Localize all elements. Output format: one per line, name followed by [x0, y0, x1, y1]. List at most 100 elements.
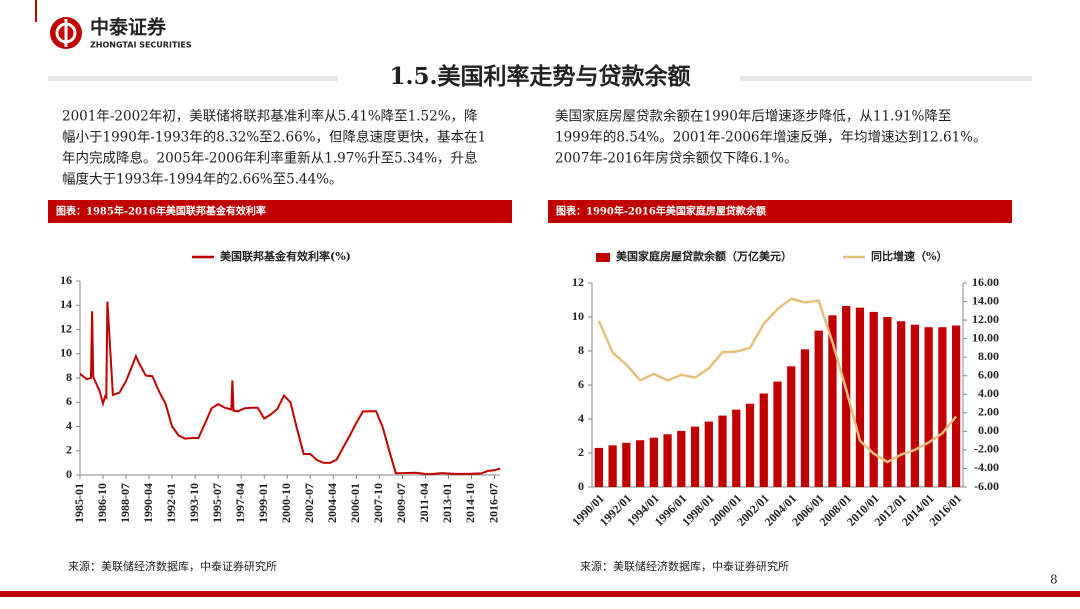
x-tick-label: 2014-10 [463, 483, 477, 523]
brand-en: ZHONGTAI SECURITIES [90, 41, 192, 50]
y-tick-label: 2 [66, 443, 72, 457]
bar [828, 315, 837, 487]
x-tick-label: 1995-07 [210, 483, 224, 523]
legend-label: 美国家庭房屋贷款余额（万亿美元） [616, 249, 792, 263]
y-tick-label: 0 [578, 479, 584, 493]
y2-tick-label: -6.00 [974, 479, 999, 493]
y-tick-label: 14 [60, 297, 72, 311]
paragraph-line: 美国家庭房屋贷款余额在1990年后增速逐步降低，从11.91%降至 [555, 108, 951, 125]
y-tick-label: 6 [66, 394, 72, 408]
caption: 图表：1990年-2016年美国家庭房屋贷款余额 [556, 205, 766, 218]
bar [773, 381, 782, 487]
y-tick-label: 2 [578, 445, 584, 459]
bar [842, 305, 851, 487]
caption: 图表：1985年-2016年美国联邦基金有效利率 [56, 205, 266, 218]
y2-tick-label: 8.00 [978, 349, 999, 363]
growth-line [597, 297, 958, 464]
x-tick-label: 2013-01 [440, 483, 454, 523]
bar [869, 311, 878, 487]
bar [649, 437, 658, 487]
title-rule [740, 76, 1032, 81]
y2-tick-label: -2.00 [974, 442, 999, 456]
y-tick-label: 8 [578, 343, 584, 357]
bar [924, 327, 933, 487]
bar [897, 321, 906, 487]
caption-bar [548, 200, 1012, 223]
x-tick-label: 2011-04 [417, 483, 431, 522]
paragraph-line: 2007年-2016年房贷余额仅下降6.1%。 [555, 150, 798, 167]
source: 来源：美联储经济数据库，中泰证券研究所 [580, 559, 789, 573]
y2-tick-label: 6.00 [978, 367, 999, 381]
bar [745, 403, 755, 487]
bar [883, 317, 892, 487]
footer-bar [0, 591, 1080, 597]
y-tick-label: 4 [578, 411, 584, 425]
x-tick-label: 1985-01 [72, 483, 86, 523]
x-tick-label: 2002-07 [302, 483, 316, 523]
bar [690, 426, 700, 487]
y-tick-label: 10 [60, 346, 72, 360]
y-tick-label: 12 [572, 275, 584, 289]
y-tick-label: 4 [66, 418, 72, 432]
paragraph-line: 幅度大于1993年-1994年的2.66%至5.44%。 [62, 172, 343, 188]
bar [732, 409, 741, 487]
bar [594, 447, 603, 487]
y2-tick-label: 4.00 [978, 386, 999, 400]
paragraph-line: 1999年的8.54%。2001年-2006年增速反弹，年均增速达到12.61%… [555, 130, 987, 146]
y2-tick-label: 16.00 [972, 275, 999, 289]
y-tick-label: 6 [578, 377, 584, 391]
y2-tick-label: 14.00 [972, 293, 999, 307]
x-tick-label: 1997-04 [233, 483, 247, 523]
bar [855, 307, 865, 487]
logo [50, 17, 82, 49]
y-tick-label: 10 [572, 309, 584, 323]
legend-swatch [596, 253, 610, 262]
paragraph-line: 年内完成降息。2005年-2006年利率重新从1.97%升至5.34%，升息 [62, 150, 478, 167]
title-rule [48, 76, 338, 81]
paragraph-line: 2001年-2002年初，美联储将联邦基准利率从5.41%降至1.52%，降 [62, 108, 478, 125]
y2-tick-label: 0.00 [978, 423, 999, 437]
bar [787, 366, 796, 487]
bar [952, 325, 961, 487]
slide-title: 1.5.美国利率走势与贷款余额 [389, 63, 690, 90]
bar [814, 330, 823, 487]
x-tick-label: 1986-10 [95, 483, 109, 523]
bar [938, 327, 947, 487]
bar [759, 393, 768, 487]
bar [718, 415, 727, 487]
bar [663, 434, 672, 487]
legend-label: 同比增速（%） [871, 249, 947, 263]
page-number: 8 [1050, 573, 1058, 587]
legend-label: 美国联邦基金有效利率(%) [220, 249, 351, 263]
x-tick-label: 1993-10 [187, 483, 201, 523]
x-tick-label: 2009-07 [394, 483, 408, 523]
bar [635, 440, 645, 487]
x-tick-label: 2000-10 [279, 483, 293, 523]
y2-tick-label: 2.00 [978, 405, 999, 419]
bar [677, 430, 686, 487]
bar [910, 324, 920, 487]
y2-tick-label: 10.00 [972, 330, 999, 344]
x-tick-label: 1992-01 [164, 483, 178, 523]
x-tick-label: 1990-04 [141, 483, 155, 523]
x-tick-label: 2004-04 [325, 483, 339, 523]
paragraph-line: 幅小于1990年-1993年的8.32%至2.66%，但降息速度更快，基本在1 [62, 129, 486, 146]
rate-line [79, 301, 501, 476]
y-tick-label: 16 [60, 273, 72, 287]
source: 来源：美联储经济数据库，中泰证券研究所 [68, 559, 277, 573]
y-tick-label: 12 [60, 321, 72, 335]
x-tick-label: 2016-07 [486, 483, 500, 523]
x-tick-label: 2007-10 [371, 483, 385, 523]
x-tick-label: 2006-01 [348, 483, 362, 523]
brand: 中泰证券 [90, 16, 167, 39]
y-tick-label: 0 [66, 467, 72, 481]
y-tick-label: 8 [66, 370, 72, 384]
bar [622, 442, 631, 487]
y2-tick-label: -4.00 [974, 460, 999, 474]
bar [704, 421, 713, 487]
x-tick-label: 1999-01 [256, 483, 270, 523]
bar [800, 349, 810, 487]
x-tick-label: 1988-07 [118, 483, 132, 523]
y2-tick-label: 12.00 [972, 312, 999, 326]
